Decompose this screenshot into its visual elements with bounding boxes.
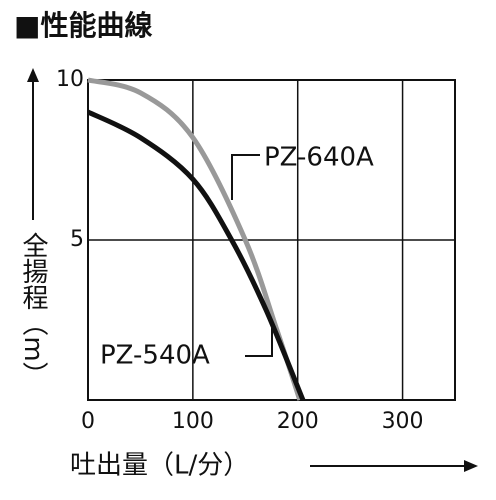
plot-frame — [87, 79, 456, 401]
x-tick-label: 0 — [81, 409, 95, 434]
x-tick-label: 100 — [172, 409, 214, 434]
x-tick-label: 300 — [382, 409, 424, 434]
y-tick-label: 5 — [70, 227, 84, 252]
series-label: PZ-540A — [100, 341, 210, 371]
chart-title: ■性能曲線 — [14, 9, 152, 42]
x-arrow-head — [464, 460, 478, 472]
y-arrow-head — [27, 68, 39, 82]
x-axis-label: 吐出量（L/分） — [70, 451, 249, 481]
series-line — [86, 109, 306, 401]
leader-line — [231, 154, 260, 200]
y-axis-label: 全揚程（m） — [18, 232, 48, 387]
y-tick-label: 10 — [56, 67, 84, 92]
x-tick-label: 200 — [277, 409, 319, 434]
leader-line — [245, 328, 273, 357]
series-label: PZ-640A — [264, 143, 374, 173]
